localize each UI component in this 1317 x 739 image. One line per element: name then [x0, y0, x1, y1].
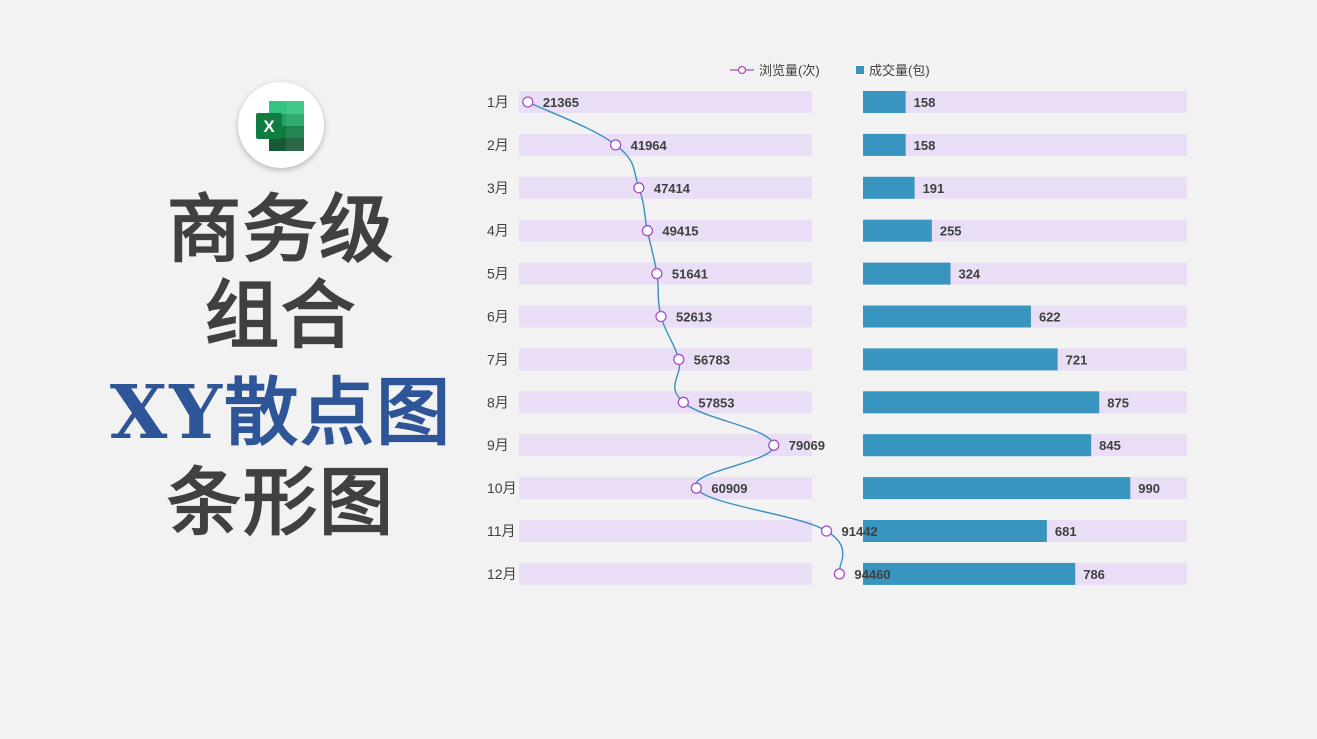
scatter-band [519, 520, 812, 542]
excel-icon: X [256, 101, 304, 151]
scatter-data-label: 49415 [662, 224, 698, 239]
scatter-band [519, 391, 812, 414]
category-label: 3月 [487, 180, 509, 196]
category-label: 5月 [487, 266, 509, 282]
scatter-band [519, 477, 812, 500]
scatter-point [690, 482, 703, 494]
category-label: 7月 [487, 351, 509, 367]
scatter-band [519, 219, 812, 242]
scatter-band [519, 434, 812, 457]
excel-logo: X [238, 82, 324, 168]
title-line-1: 商务级 [167, 187, 395, 273]
category-label: 8月 [487, 394, 509, 410]
category-label: 4月 [487, 223, 509, 239]
bar-data-label: 875 [1107, 395, 1129, 410]
category-label: 10月 [487, 480, 517, 496]
scatter-band [519, 348, 812, 371]
legend-label-deals: 成交量(包) [869, 63, 930, 78]
bar-data-label: 158 [914, 95, 936, 110]
bar-data-label: 622 [1039, 310, 1061, 325]
bar [863, 262, 951, 285]
bar-band [863, 91, 1187, 113]
scatter-data-label: 79069 [789, 438, 825, 453]
scatter-point [609, 139, 622, 151]
excel-logo-letter: X [263, 117, 275, 136]
scatter-data-label: 47414 [654, 181, 691, 196]
bar-data-label: 324 [958, 267, 980, 282]
title-line-3: XY散点图 [109, 370, 453, 456]
scatter-data-label: 51641 [672, 267, 708, 282]
scatter-band [519, 133, 812, 156]
series-line [527, 101, 844, 575]
bar-data-label: 845 [1099, 438, 1121, 453]
scatter-point [633, 182, 645, 194]
scatter-data-label: 41964 [631, 138, 668, 153]
scatter-band [519, 91, 812, 113]
bar [863, 562, 1076, 585]
bar-data-label: 158 [914, 138, 936, 153]
bar [863, 305, 1031, 328]
bar [863, 91, 906, 113]
title-line-2: 组合 [205, 273, 357, 359]
bar-band [863, 176, 1187, 199]
scatter-data-label: 57853 [698, 395, 734, 410]
scatter-point [522, 96, 534, 108]
scatter-data-label: 21365 [543, 95, 579, 110]
category-label: 2月 [487, 137, 509, 153]
bar-data-label: 721 [1066, 352, 1088, 367]
scatter-point [655, 310, 667, 323]
category-label: 1月 [487, 94, 509, 110]
bar [863, 520, 1047, 542]
scatter-data-label: 91442 [842, 524, 878, 539]
bar [863, 391, 1100, 414]
scatter-point [677, 396, 689, 408]
scatter-data-label: 60909 [711, 481, 747, 496]
legend-bar-swatch [856, 66, 864, 74]
scatter-point [820, 525, 833, 537]
bar [863, 434, 1092, 457]
bar-data-label: 990 [1138, 481, 1160, 496]
bar [863, 176, 915, 199]
scatter-point [641, 225, 654, 237]
category-label: 11月 [487, 523, 516, 539]
bar-data-label: 255 [940, 224, 962, 239]
scatter-point [768, 439, 780, 451]
scatter-point [651, 267, 663, 280]
bar-data-label: 191 [923, 181, 945, 196]
scatter-data-label: 94460 [854, 567, 890, 582]
bar-band [863, 219, 1187, 242]
title-line-4: 条形图 [167, 460, 395, 546]
scatter-point [833, 568, 846, 580]
scatter-data-label: 56783 [694, 352, 730, 367]
category-label: 12月 [487, 566, 517, 582]
category-label: 9月 [487, 437, 509, 453]
bar-band [863, 133, 1187, 156]
category-label: 6月 [487, 309, 509, 325]
scatter-point [673, 353, 685, 366]
legend-label-views: 浏览量(次) [759, 63, 820, 78]
scatter-band [519, 262, 812, 285]
scatter-data-label: 52613 [676, 310, 712, 325]
bar-data-label: 681 [1055, 524, 1077, 539]
bar-data-label: 786 [1083, 567, 1105, 582]
bar [863, 133, 906, 156]
scatter-band [519, 562, 812, 585]
legend-line-marker [737, 65, 747, 75]
bar [863, 477, 1131, 500]
bar [863, 219, 932, 242]
bar [863, 348, 1058, 371]
scatter-band [519, 176, 812, 199]
